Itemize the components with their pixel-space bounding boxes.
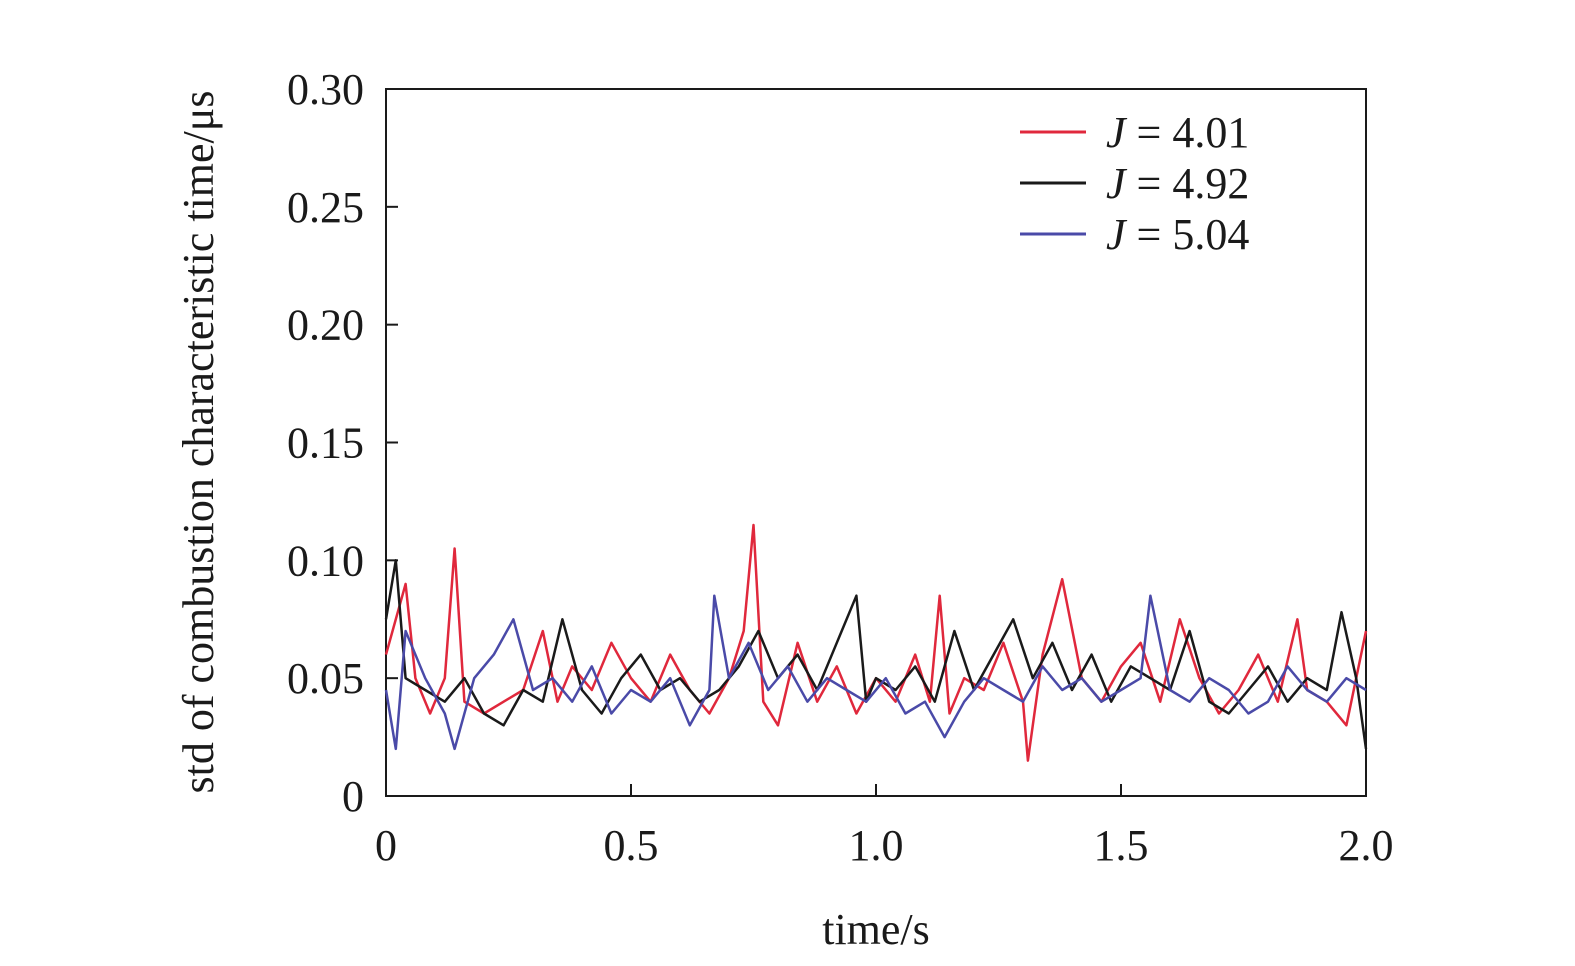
legend-value: 4.92 [1172, 159, 1249, 208]
y-axis: 0 0.05 0.10 0.15 0.20 0.25 0.30 [287, 65, 398, 821]
legend-variable: J [1106, 210, 1128, 259]
legend-label: J = 4.92 [1106, 159, 1249, 208]
x-tick-label: 0 [375, 821, 397, 870]
legend-equals: = [1126, 159, 1173, 208]
x-tick-label: 1.0 [849, 821, 904, 870]
x-tick-label: 2.0 [1339, 821, 1394, 870]
legend-item-1: J = 4.01 [1020, 108, 1249, 157]
series-line-2 [384, 559, 1368, 750]
legend: J = 4.01J = 4.92J = 5.04 [1020, 108, 1249, 259]
y-tick-label: 0.10 [287, 536, 364, 585]
legend-variable: J [1106, 159, 1128, 208]
x-axis: 0 0.5 1.0 1.5 2.0 [375, 784, 1394, 870]
legend-variable: J [1106, 108, 1128, 157]
x-tick-label: 1.5 [1094, 821, 1149, 870]
legend-value: 5.04 [1172, 210, 1249, 259]
legend-label: J = 5.04 [1106, 210, 1249, 259]
x-axis-title: time/s [822, 905, 930, 954]
y-tick-label: 0 [342, 772, 364, 821]
series-lines [384, 523, 1368, 762]
legend-equals: = [1126, 210, 1173, 259]
y-tick-label: 0.25 [287, 183, 364, 232]
legend-value: 4.01 [1172, 108, 1249, 157]
series-line-1 [384, 523, 1368, 762]
y-tick-label: 0.15 [287, 419, 364, 468]
y-tick-label: 0.20 [287, 301, 364, 350]
y-tick-label: 0.05 [287, 654, 364, 703]
y-axis-title: std of combustion characteristic time/μs [174, 91, 223, 794]
y-tick-label: 0.30 [287, 65, 364, 114]
legend-item-3: J = 5.04 [1020, 210, 1249, 259]
series-line-3 [384, 594, 1367, 751]
legend-label: J = 4.01 [1106, 108, 1249, 157]
legend-item-2: J = 4.92 [1020, 159, 1249, 208]
legend-equals: = [1126, 108, 1173, 157]
x-tick-label: 0.5 [604, 821, 659, 870]
